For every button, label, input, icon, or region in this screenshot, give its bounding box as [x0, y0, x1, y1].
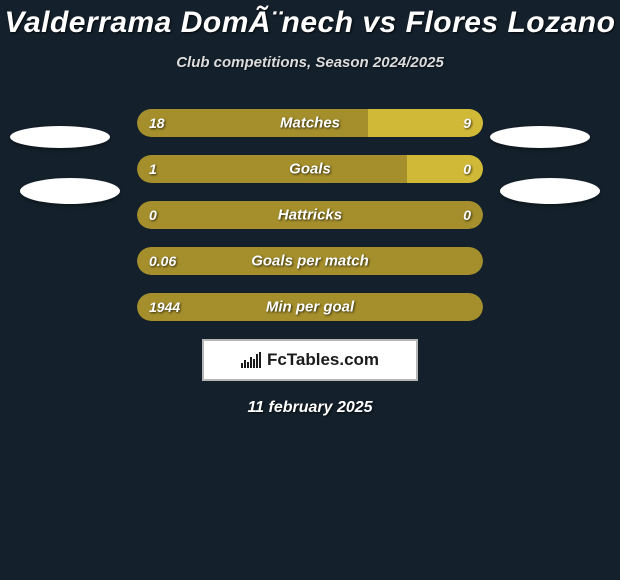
stat-value-left: 0.06	[149, 253, 176, 269]
bar-right-fill	[407, 155, 483, 183]
player-photo-placeholder	[10, 126, 110, 148]
stat-label: Goals	[289, 161, 331, 178]
comparison-title: Valderrama DomÃ¨nech vs Flores Lozano	[0, 6, 620, 40]
stat-value-left: 1	[149, 161, 157, 177]
player-photo-placeholder	[490, 126, 590, 148]
stat-value-right: 0	[463, 161, 471, 177]
stat-value-left: 1944	[149, 299, 180, 315]
bar-chart-icon	[241, 352, 261, 368]
stat-row: Min per goal 1944	[0, 293, 620, 321]
comparison-subtitle: Club competitions, Season 2024/2025	[0, 54, 620, 71]
stat-bar: Goals per match 0.06	[137, 247, 483, 275]
stat-value-left: 0	[149, 207, 157, 223]
snapshot-date: 11 february 2025	[0, 399, 620, 417]
player-photo-placeholder	[20, 178, 120, 204]
brand-text: FcTables.com	[267, 350, 379, 370]
stat-row: Goals per match 0.06	[0, 247, 620, 275]
stat-bar: Hattricks 0 0	[137, 201, 483, 229]
stat-bar: Matches 18 9	[137, 109, 483, 137]
stat-bar: Goals 1 0	[137, 155, 483, 183]
stat-label: Hattricks	[278, 207, 342, 224]
stat-label: Goals per match	[251, 253, 369, 270]
stat-value-left: 18	[149, 115, 165, 131]
brand-box[interactable]: FcTables.com	[202, 339, 418, 381]
stat-value-right: 9	[463, 115, 471, 131]
stat-label: Matches	[280, 115, 340, 132]
stat-label: Min per goal	[266, 299, 354, 316]
stat-value-right: 0	[463, 207, 471, 223]
player-photo-placeholder	[500, 178, 600, 204]
stat-bar: Min per goal 1944	[137, 293, 483, 321]
stat-row: Hattricks 0 0	[0, 201, 620, 229]
